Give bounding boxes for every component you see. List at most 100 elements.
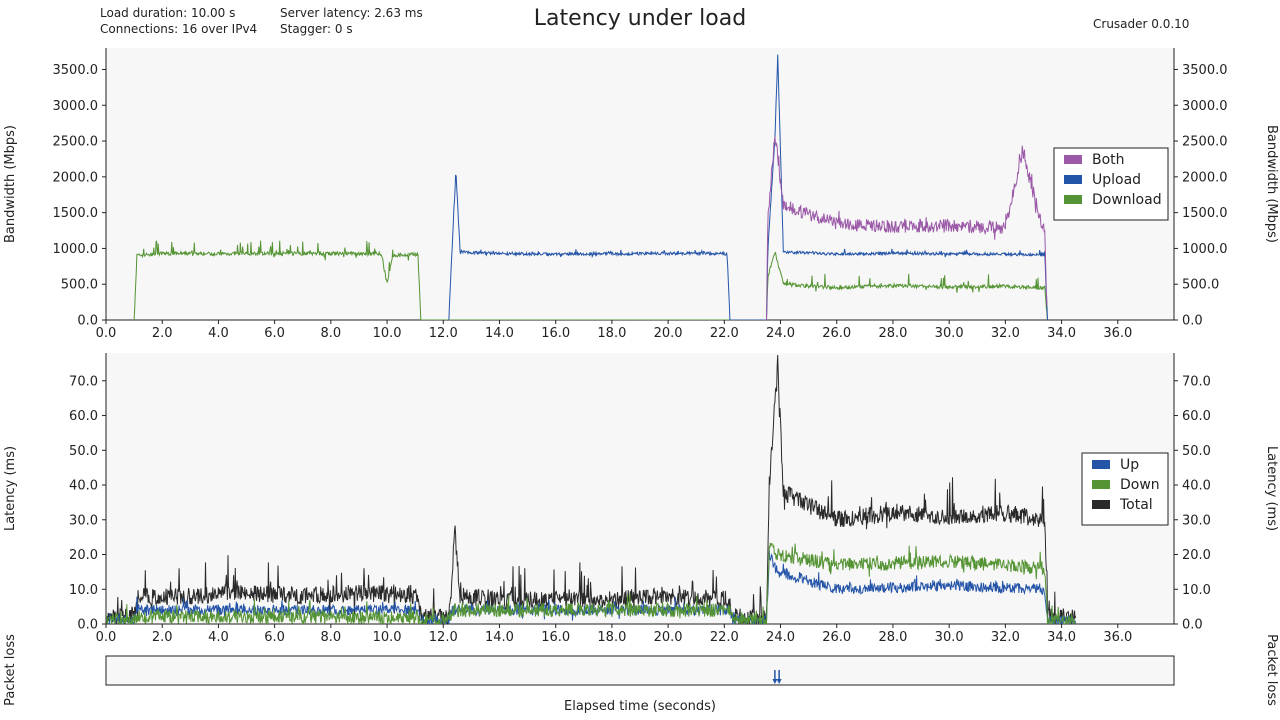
bandwidth-legend-swatch	[1064, 155, 1082, 164]
app-version: Crusader 0.0.10	[1093, 17, 1190, 31]
packet-loss-plot-area	[105, 655, 1175, 686]
latency-x-tick-label: 2.0	[152, 630, 173, 645]
latency-y-tick-label: 60.0	[69, 409, 98, 424]
packet-loss-marker-arrow	[776, 679, 782, 684]
latency-x-tick-label: 0.0	[96, 630, 117, 645]
bandwidth-y-tick-label: 500.0	[61, 278, 98, 293]
latency-y-tick-label-right: 60.0	[1182, 409, 1211, 424]
bandwidth-y-tick-label-right: 1500.0	[1182, 206, 1228, 221]
bandwidth-x-tick-label: 34.0	[1047, 326, 1076, 341]
latency-chart: 0.0 2.0 4.0 6.0 8.0 10.0 12.0 14.0 16.0 18.0 20.0 2…	[3, 353, 1279, 645]
stagger: Stagger: 0 s	[280, 22, 353, 36]
latency-x-tick-label: 12.0	[429, 630, 458, 645]
bandwidth-legend-label: Download	[1092, 192, 1162, 208]
latency-x-tick-label: 34.0	[1047, 630, 1076, 645]
latency-y-tick-label: 0.0	[77, 618, 98, 633]
bandwidth-y-tick-label: 0.0	[77, 314, 98, 329]
latency-y-tick-label-right: 0.0	[1182, 618, 1203, 633]
bandwidth-legend-label: Both	[1092, 152, 1125, 168]
bandwidth-x-tick-label: 32.0	[991, 326, 1020, 341]
bandwidth-x-tick-label: 16.0	[541, 326, 570, 341]
latency-legend-swatch	[1092, 460, 1110, 469]
connections: Connections: 16 over IPv4	[100, 22, 258, 36]
latency-y-axis-label: Latency (ms)	[3, 446, 18, 531]
bandwidth-y-tick-label-right: 3500.0	[1182, 63, 1228, 78]
bandwidth-x-tick-label: 2.0	[152, 326, 173, 341]
latency-legend-swatch	[1092, 480, 1110, 489]
bandwidth-x-tick-label: 6.0	[264, 326, 285, 341]
bandwidth-y-tick-label-right: 2000.0	[1182, 170, 1228, 185]
load-duration: Load duration: 10.00 s	[100, 6, 236, 20]
bandwidth-x-tick-label: 4.0	[208, 326, 229, 341]
bandwidth-x-tick-label: 18.0	[597, 326, 626, 341]
latency-y-tick-label: 40.0	[69, 479, 98, 494]
bandwidth-x-tick-label: 10.0	[373, 326, 402, 341]
bandwidth-legend-swatch	[1064, 195, 1082, 204]
bandwidth-y-tick-label-right: 1000.0	[1182, 242, 1228, 257]
latency-y-tick-label-right: 70.0	[1182, 374, 1211, 389]
latency-y-tick-label-right: 20.0	[1182, 548, 1211, 563]
latency-y-axis-label-right: Latency (ms)	[1264, 446, 1279, 531]
bandwidth-x-tick-label: 14.0	[485, 326, 514, 341]
bandwidth-y-tick-label: 2500.0	[53, 135, 99, 150]
latency-x-tick-label: 8.0	[320, 630, 341, 645]
bandwidth-x-tick-label: 22.0	[710, 326, 739, 341]
bandwidth-x-tick-label: 36.0	[1103, 326, 1132, 341]
bandwidth-plot-area	[106, 48, 1174, 320]
bandwidth-y-tick-label: 1500.0	[53, 206, 99, 221]
bandwidth-y-axis-label-right: Bandwidth (Mbps)	[1264, 125, 1279, 243]
bandwidth-y-tick-label-right: 3000.0	[1182, 99, 1228, 114]
latency-x-tick-label: 30.0	[935, 630, 964, 645]
bandwidth-y-tick-label: 3000.0	[53, 99, 99, 114]
latency-x-tick-label: 6.0	[264, 630, 285, 645]
latency-y-tick-label: 30.0	[69, 513, 98, 528]
bandwidth-x-tick-label: 24.0	[766, 326, 795, 341]
packet-loss-label: Packet loss	[3, 634, 18, 706]
latency-plot-area	[106, 353, 1174, 624]
bandwidth-x-tick-label: 0.0	[96, 326, 117, 341]
latency-y-tick-label: 70.0	[69, 374, 98, 389]
latency-x-tick-label: 36.0	[1103, 630, 1132, 645]
server-latency: Server latency: 2.63 ms	[280, 6, 423, 20]
latency-legend-swatch	[1092, 500, 1110, 509]
latency-y-tick-label-right: 40.0	[1182, 479, 1211, 494]
bandwidth-x-tick-label: 20.0	[654, 326, 683, 341]
bandwidth-x-tick-label: 26.0	[822, 326, 851, 341]
packet-loss-marker-arrow	[772, 679, 778, 684]
latency-x-tick-label: 20.0	[654, 630, 683, 645]
bandwidth-y-tick-label-right: 500.0	[1182, 278, 1219, 293]
latency-x-tick-label: 14.0	[485, 630, 514, 645]
latency-y-tick-label: 10.0	[69, 583, 98, 598]
bandwidth-legend-swatch	[1064, 175, 1082, 184]
latency-x-tick-label: 18.0	[597, 630, 626, 645]
latency-x-tick-label: 24.0	[766, 630, 795, 645]
latency-series-down	[106, 542, 1076, 624]
latency-y-tick-label: 20.0	[69, 548, 98, 563]
bandwidth-series-upload	[448, 54, 1048, 320]
bandwidth-x-tick-label: 8.0	[320, 326, 341, 341]
bandwidth-y-tick-label: 2000.0	[53, 170, 99, 185]
bandwidth-legend-label: Upload	[1092, 172, 1141, 188]
latency-y-tick-label-right: 30.0	[1182, 513, 1211, 528]
bandwidth-y-tick-label-right: 2500.0	[1182, 135, 1228, 150]
latency-y-tick-label-right: 10.0	[1182, 583, 1211, 598]
bandwidth-x-tick-label: 12.0	[429, 326, 458, 341]
bandwidth-chart: 0.0 2.0 4.0 6.0 8.0 10.0 12.0 14.0 16.0 18.0 20.0 2…	[3, 48, 1279, 341]
latency-series-total	[106, 354, 1077, 624]
bandwidth-x-tick-label: 28.0	[878, 326, 907, 341]
latency-legend-label: Down	[1120, 477, 1160, 493]
chart-title: Latency under load	[533, 6, 747, 31]
packet-loss-label-right: Packet loss	[1264, 634, 1279, 706]
latency-x-tick-label: 26.0	[822, 630, 851, 645]
bandwidth-y-tick-label: 1000.0	[53, 242, 99, 257]
bandwidth-series-download	[133, 240, 1048, 320]
bandwidth-y-tick-label: 3500.0	[53, 63, 99, 78]
latency-x-tick-label: 22.0	[710, 630, 739, 645]
bandwidth-series-both	[766, 136, 1048, 320]
packet-loss-chart: Packet loss Packet loss Elapsed time (seco…	[3, 634, 1279, 714]
bandwidth-y-axis-label: Bandwidth (Mbps)	[3, 125, 18, 243]
latency-x-tick-label: 10.0	[373, 630, 402, 645]
bandwidth-y-tick-label-right: 0.0	[1182, 314, 1203, 329]
latency-x-tick-label: 16.0	[541, 630, 570, 645]
